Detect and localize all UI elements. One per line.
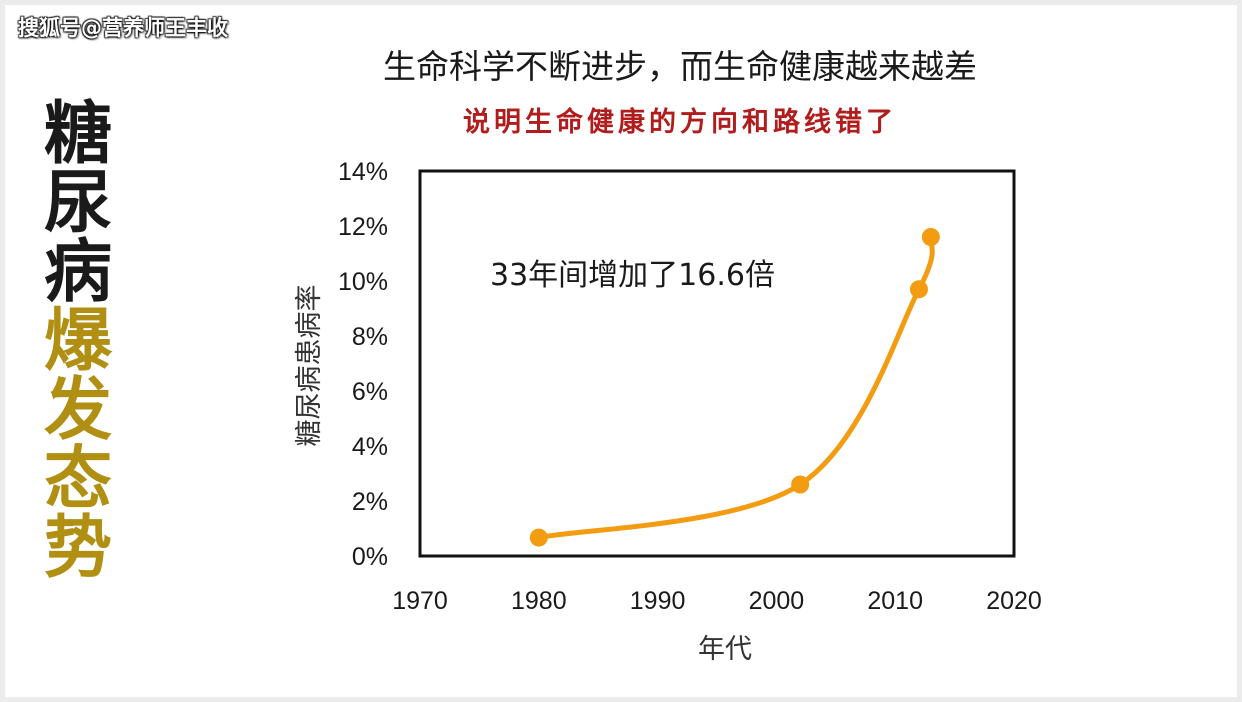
data-point [921,228,940,246]
y-axis-label: 糖尿病患病率 [294,285,325,447]
side-title-char: 尿 [43,163,112,243]
x-tick-label: 1970 [392,587,448,615]
y-axis-ticks: 0% 2% 4% 6% 8% 10% 12% 14% [338,158,388,571]
y-tick-label: 2% [352,488,388,516]
side-title: 糖 尿 病 爆 发 态 势 [40,100,116,583]
y-tick-label: 8% [352,323,388,351]
x-axis-ticks: 1970 1980 1990 2000 2010 2020 [392,587,1042,615]
slide-background [5,5,1237,697]
x-axis-label: 年代 [698,634,752,665]
side-title-char: 病 [43,232,112,312]
side-title-char: 发 [43,370,112,450]
y-tick-label: 6% [352,378,388,406]
data-point [791,475,810,494]
side-title-char: 态 [43,439,112,519]
data-points [529,228,940,547]
side-title-char: 势 [43,508,112,588]
plot-frame [418,169,1016,558]
side-title-gold: 爆 发 态 势 [40,307,116,583]
data-point [909,280,928,299]
subheadline: 说明生命健康的方向和路线错了 [463,107,897,138]
x-tick-label: 1980 [511,587,567,615]
x-tick-label: 2010 [867,587,923,615]
data-point [529,528,548,547]
side-title-dark: 糖 尿 病 [40,100,116,307]
side-title-char: 爆 [43,301,112,381]
y-tick-label: 14% [338,158,388,186]
y-tick-label: 10% [338,268,388,296]
side-title-char: 糖 [43,94,112,174]
y-tick-label: 0% [352,543,388,571]
headline: 生命科学不断进步，而生命健康越来越差 [383,47,977,86]
y-tick-label: 12% [338,213,388,241]
y-tick-label: 4% [352,433,388,461]
chart-annotation: 33年间增加了16.6倍 [490,258,775,293]
x-tick-label: 1990 [630,587,686,615]
x-tick-label: 2020 [986,587,1042,615]
series-line [536,234,935,541]
watermark: 搜狐号@营养师王丰收 [18,16,228,40]
x-tick-label: 2000 [749,587,805,615]
